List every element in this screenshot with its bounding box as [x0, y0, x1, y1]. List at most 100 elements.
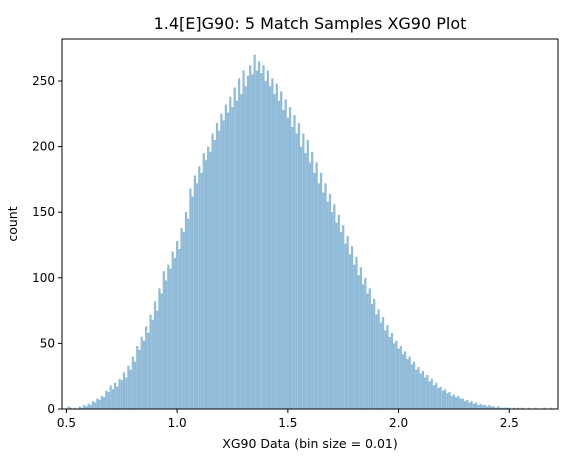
histogram-bar [308, 162, 312, 409]
histogram-bar [169, 268, 172, 409]
histogram-bar [207, 146, 210, 409]
histogram-bar [386, 325, 389, 409]
histogram-bar [512, 407, 515, 409]
histogram-bar [260, 73, 263, 410]
histogram-bar [262, 65, 265, 410]
histogram-bar [78, 406, 81, 409]
histogram-bar [393, 343, 396, 409]
histogram-bar [337, 214, 340, 409]
histogram-bar [297, 122, 301, 409]
histogram-bar [432, 385, 436, 409]
histogram-bar [503, 407, 506, 409]
histogram-bar [388, 336, 391, 409]
histogram-bar [156, 310, 159, 409]
histogram-bar [426, 374, 429, 409]
histogram-bar [443, 389, 447, 409]
histogram-bar [501, 407, 504, 409]
histogram-bar [406, 359, 409, 409]
histogram-bar [231, 107, 234, 409]
histogram-bar [200, 172, 203, 409]
histogram-bar [534, 407, 537, 409]
histogram-bar [419, 373, 422, 409]
histogram-bar [229, 96, 232, 409]
histogram-bar [275, 83, 278, 410]
histogram-bar [160, 293, 163, 409]
histogram-bar [417, 367, 420, 409]
histogram-bar [167, 264, 170, 409]
histogram-bar [497, 406, 500, 409]
histogram-bar [105, 390, 108, 409]
histogram-bar [233, 87, 236, 410]
histogram-bar [133, 361, 137, 409]
histogram-bar [472, 403, 475, 409]
histogram-bar [295, 133, 298, 409]
histogram-bar [488, 405, 491, 409]
histogram-bar [479, 403, 482, 409]
histogram-bar [149, 314, 152, 409]
histogram-bar [195, 183, 199, 409]
histogram-bar [100, 395, 103, 409]
histogram-bar [114, 382, 117, 409]
histogram-bar [140, 336, 143, 409]
histogram-bar [379, 322, 382, 409]
histogram-bar [251, 74, 254, 410]
histogram-bar [291, 126, 294, 409]
histogram-bar [226, 112, 230, 409]
histogram-bar [153, 301, 157, 409]
histogram-bar [364, 277, 367, 409]
histogram-bar [410, 364, 413, 409]
histogram-bar [125, 377, 128, 409]
y-tick-label: 0 [47, 402, 55, 416]
histogram-bar [209, 151, 212, 409]
histogram-bar [269, 86, 272, 409]
histogram-bar [202, 153, 205, 409]
histogram-bar [145, 326, 148, 409]
x-tick-label: 1.0 [168, 416, 187, 430]
histogram-bar [246, 75, 250, 410]
histogram-bar [324, 183, 327, 409]
histogram-bar [184, 212, 188, 409]
histogram-bar [191, 196, 194, 409]
histogram-bar [366, 293, 369, 409]
histogram-bar [74, 407, 77, 409]
histogram-bar [109, 385, 112, 409]
histogram-bar [122, 372, 126, 409]
histogram-bar [288, 107, 292, 409]
histogram-bar [543, 407, 546, 409]
histogram-bar [353, 264, 356, 409]
histogram-bar [111, 389, 115, 409]
histogram-bar [277, 100, 281, 410]
histogram-bar [499, 407, 502, 409]
histogram-bar [271, 78, 274, 410]
histogram-bar [213, 140, 216, 409]
histogram-bar [441, 390, 444, 409]
histogram-bar [211, 133, 214, 409]
histogram-bar [397, 348, 400, 409]
histogram-bar [253, 54, 256, 410]
histogram-bar [370, 304, 374, 409]
histogram-bar [457, 395, 460, 409]
x-tick-label: 1.5 [278, 416, 297, 430]
histogram-bar [266, 70, 270, 410]
histogram-bar [461, 398, 464, 409]
histogram-bar [87, 403, 90, 409]
histogram-bar [235, 100, 239, 410]
y-axis-label: count [5, 206, 20, 241]
histogram-bar [348, 254, 351, 409]
histogram-bar [284, 99, 287, 409]
histogram-bar [80, 407, 84, 409]
histogram-bar [331, 212, 334, 409]
histogram-bar [67, 406, 70, 409]
histogram-bar [328, 193, 332, 409]
histogram-bar [244, 86, 247, 409]
histogram-bar [452, 394, 456, 409]
histogram-bar [408, 356, 411, 409]
x-tick-label: 2.0 [389, 416, 408, 430]
histogram-bar [342, 225, 345, 409]
histogram-bar [357, 275, 360, 409]
histogram-bar [390, 332, 394, 409]
histogram-bar [326, 201, 329, 409]
histogram-bar [430, 378, 433, 409]
histogram-bar [399, 346, 402, 409]
histogram-bar [220, 113, 223, 409]
